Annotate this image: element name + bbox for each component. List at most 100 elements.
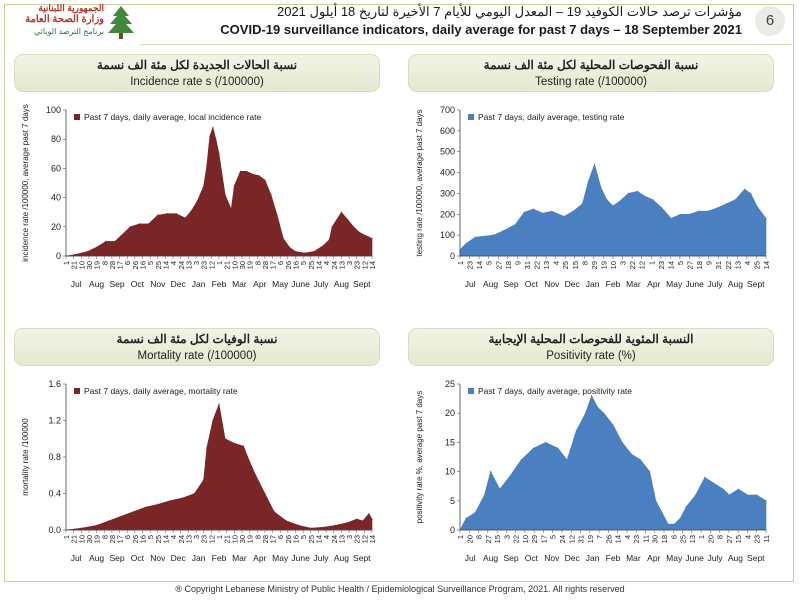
x-day-tick-label: 23 <box>657 261 666 269</box>
data-point <box>129 226 131 228</box>
data-point <box>765 217 767 220</box>
y-tick-label: 200 <box>440 209 455 219</box>
x-day-tick-label: 24 <box>330 261 339 269</box>
x-day-tick-label: 10 <box>77 261 86 269</box>
x-day-tick-label: 22 <box>724 261 733 269</box>
x-day-tick-label: 8 <box>475 535 484 539</box>
data-point <box>368 513 370 515</box>
x-month-label: Aug <box>483 279 498 289</box>
data-point <box>636 190 639 192</box>
x-month-label: Jul <box>71 553 82 563</box>
data-point <box>557 447 559 449</box>
x-day-tick-label: 1 <box>697 535 706 539</box>
data-point <box>594 163 596 165</box>
x-month-label: Aug <box>334 553 349 563</box>
data-point <box>245 170 248 172</box>
testing-title-english: Testing rate (/100000) <box>535 76 647 88</box>
y-tick-label: 40 <box>51 193 61 203</box>
x-day-tick-label: 15 <box>493 535 502 543</box>
x-day-tick-label: 5 <box>299 261 308 265</box>
data-point <box>493 234 495 236</box>
x-day-tick-label: 24 <box>177 535 186 543</box>
x-day-tick-label: 13 <box>542 261 551 269</box>
mortality-title-box: نسبة الوفيات لكل مئة الف نسمة Mortality … <box>14 328 380 366</box>
y-tick-label: 400 <box>440 168 455 178</box>
y-axis-label: mortality rate /100000 <box>21 418 30 496</box>
x-day-tick-label: 3 <box>345 535 354 539</box>
x-month-label: Jul <box>465 279 476 289</box>
data-point <box>734 199 736 201</box>
x-day-tick-label: 30 <box>85 535 94 543</box>
data-point <box>643 194 645 197</box>
data-point <box>652 199 654 201</box>
x-day-tick-label: 20 <box>465 535 474 543</box>
x-day-tick-label: 4 <box>623 535 632 539</box>
copyright-footer: ® Copyright Lebanese Ministry of Public … <box>175 584 625 594</box>
x-day-tick-label: 22 <box>628 261 637 269</box>
x-day-tick-label: 5 <box>485 261 494 265</box>
x-day-tick-label: 21 <box>70 535 79 543</box>
x-month-label: May <box>272 279 289 289</box>
y-tick-label: 600 <box>440 126 455 136</box>
data-point <box>575 430 577 432</box>
data-point <box>670 217 672 220</box>
y-tick-label: 0 <box>56 251 61 261</box>
x-day-tick-label: 4 <box>743 535 752 539</box>
data-point <box>618 201 620 203</box>
data-point <box>707 210 709 212</box>
y-tick-label: 80 <box>51 134 61 144</box>
data-point <box>499 488 501 490</box>
data-point <box>197 199 199 202</box>
data-point <box>716 207 718 209</box>
data-point <box>138 223 140 225</box>
data-point <box>304 252 306 254</box>
x-day-tick-label: 25 <box>307 535 316 543</box>
x-day-tick-label: 12 <box>638 261 647 269</box>
x-day-tick-label: 9 <box>705 261 714 265</box>
legend-label: Past 7 days, daily average, mortality ra… <box>84 386 238 396</box>
y-tick-label: 60 <box>51 163 61 173</box>
positivity-title-arabic: النسبة المئوية للفحوصات المحلية الإيجابي… <box>488 332 694 346</box>
data-point <box>627 192 629 194</box>
data-point <box>520 459 522 461</box>
data-point <box>145 506 147 508</box>
data-point <box>264 492 266 495</box>
data-point <box>346 218 349 221</box>
x-day-tick-label: 30 <box>238 535 247 543</box>
x-month-label: Jul <box>71 279 82 289</box>
data-point <box>728 494 730 496</box>
x-day-tick-label: 4 <box>169 261 178 265</box>
x-month-label: July <box>707 553 723 563</box>
x-day-tick-label: 12 <box>360 535 369 543</box>
x-day-tick-label: 10 <box>609 261 618 269</box>
x-day-tick-label: 23 <box>466 261 475 269</box>
data-point <box>212 126 214 129</box>
x-day-tick-label: 3 <box>192 535 201 539</box>
x-day-tick-label: 15 <box>571 261 580 269</box>
x-day-tick-label: 3 <box>345 261 354 265</box>
y-tick-label: 1.6 <box>48 379 61 389</box>
x-month-label: Dec <box>565 279 581 289</box>
data-point <box>298 524 300 526</box>
y-tick-label: 15 <box>445 437 455 447</box>
data-point <box>258 175 260 177</box>
x-day-tick-label: 12 <box>207 535 216 543</box>
x-day-tick-label: 29 <box>530 535 539 543</box>
y-axis-label: incidence rate /100000, average past 7 d… <box>21 104 30 261</box>
data-point <box>532 447 534 449</box>
x-day-tick-label: 30 <box>651 535 660 543</box>
x-day-tick-label: 14 <box>161 261 170 269</box>
x-day-tick-label: 29 <box>590 261 599 269</box>
y-tick-label: 0 <box>450 525 455 535</box>
y-axis-label: testing rate /100000, average past 7 day… <box>415 109 424 256</box>
x-day-tick-label: 17 <box>116 535 125 543</box>
positivity-title-box: النسبة المئوية للفحوصات المحلية الإيجابي… <box>408 328 774 366</box>
data-point <box>322 245 324 247</box>
data-point <box>765 500 767 502</box>
x-day-tick-label: 1 <box>647 261 656 265</box>
data-point <box>218 403 220 405</box>
data-point <box>193 492 196 495</box>
logo-republic-text: الجمهورية اللبنانية <box>38 3 104 13</box>
data-point <box>181 497 183 499</box>
